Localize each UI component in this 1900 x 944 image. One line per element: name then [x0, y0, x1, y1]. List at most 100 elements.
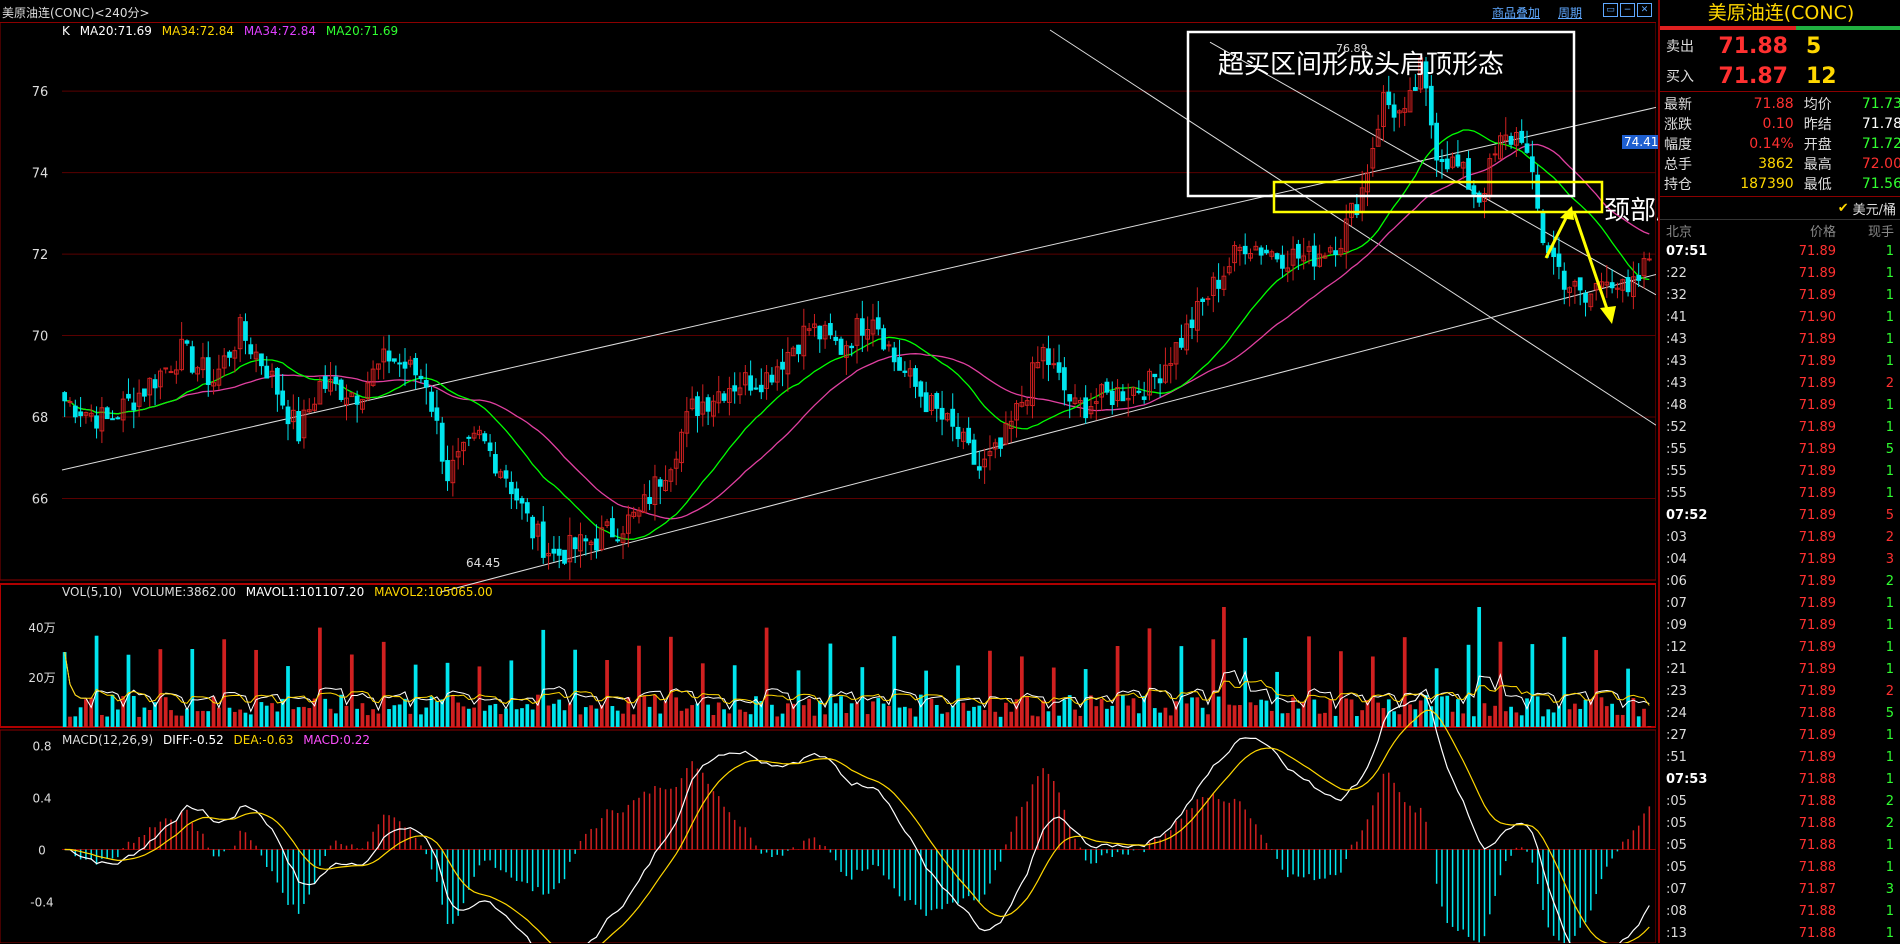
- candle-body: [200, 357, 206, 371]
- candle-body: [1104, 381, 1110, 393]
- candle-body: [1391, 104, 1397, 118]
- candle-body: [987, 451, 993, 457]
- candle-body: [1631, 276, 1636, 298]
- candle-body: [524, 502, 530, 514]
- candle-body: [1413, 87, 1418, 91]
- tick-row: :43 71.89 2: [1660, 372, 1900, 394]
- tick-price: 71.89: [1798, 551, 1836, 567]
- restore-icon[interactable]: ▭: [1603, 3, 1618, 17]
- volume-bar: [1456, 699, 1460, 727]
- tick-volume: 1: [1885, 859, 1894, 875]
- volume-bars: 40万 20万: [28, 607, 1652, 727]
- volume-bar: [408, 713, 413, 727]
- tick-volume: 1: [1885, 353, 1894, 369]
- candle-body: [248, 344, 254, 355]
- volume-bar: [525, 704, 530, 727]
- stat-label: 总手: [1664, 157, 1692, 173]
- candle-body: [1099, 384, 1104, 398]
- volume-bar: [1626, 668, 1630, 727]
- candle-body: [1375, 128, 1381, 147]
- volume-panel-frame: [0, 583, 1656, 728]
- volume-bar: [956, 665, 960, 727]
- candle-body: [306, 409, 312, 413]
- candle-body: [631, 511, 637, 518]
- volume-bar: [1195, 697, 1200, 727]
- candle-body: [838, 338, 844, 355]
- candle-body: [1604, 281, 1610, 286]
- volume-bar: [876, 698, 881, 727]
- unit-row[interactable]: ✔ 美元/桶: [1660, 197, 1900, 220]
- volume-bar: [626, 697, 631, 727]
- tick-price: 71.89: [1798, 243, 1836, 259]
- close-icon[interactable]: ✕: [1637, 3, 1652, 17]
- candle-body: [62, 392, 68, 402]
- macd-panel-frame: [0, 729, 1656, 943]
- volume-bar: [583, 707, 588, 727]
- ticks-list[interactable]: 07:51 71.89 1:22 71.89 1:32 71.89 1:41 71.90 1:4…: [1660, 240, 1900, 944]
- volume-bar: [349, 654, 354, 727]
- candle-body: [423, 380, 429, 388]
- stat-value: 72.00: [1861, 156, 1900, 172]
- vol-legend-mavol1: MAVOL1:101107.20: [245, 585, 365, 599]
- volume-bar: [1349, 699, 1354, 727]
- volume-bar: [780, 713, 785, 727]
- minimize-icon[interactable]: −: [1620, 3, 1635, 17]
- volume-bar: [509, 660, 514, 727]
- volume-bar: [557, 699, 562, 727]
- annotation-overlays: [1186, 30, 1616, 324]
- candle-body: [578, 534, 583, 552]
- volume-bar: [296, 707, 301, 727]
- tick-row: :55 71.89 1: [1660, 460, 1900, 482]
- volume-bar: [1493, 705, 1497, 727]
- candle-body: [259, 353, 264, 367]
- period-link[interactable]: 周期: [1558, 6, 1583, 20]
- candle-body: [1120, 391, 1126, 402]
- volume-bar: [450, 694, 455, 727]
- volume-bar: [823, 714, 827, 727]
- candle-body: [657, 479, 663, 487]
- volume-bar: [1238, 705, 1242, 727]
- volume-bar: [1583, 699, 1588, 727]
- volume-bar: [312, 698, 317, 727]
- volume-bar: [334, 713, 338, 727]
- candle-body: [652, 476, 658, 505]
- candle-body: [870, 319, 876, 335]
- quote-stats: 最新 71.88 均价 71.73 涨跌 0.10 昨结 71.78 幅度 0.14% 开盘 71.7…: [1660, 92, 1900, 197]
- volume-bar: [759, 701, 764, 727]
- volume-bar: [1578, 708, 1583, 727]
- chart-area[interactable]: 76 74 72 70 68 66 40万 20万 0.8 0.4 0 -0.4: [0, 22, 1656, 943]
- candle-body: [1014, 403, 1019, 421]
- volume-bar: [270, 703, 274, 727]
- volume-bar: [222, 639, 227, 727]
- volume-bar: [684, 708, 689, 727]
- overlay-link[interactable]: 商品叠加: [1492, 6, 1541, 20]
- tick-price: 71.88: [1798, 837, 1836, 853]
- candle-body: [806, 328, 812, 331]
- volume-bar: [605, 660, 609, 727]
- candle-body: [535, 523, 541, 537]
- volume-bar: [1360, 710, 1365, 727]
- volume-bar: [217, 707, 221, 727]
- candle-body: [1397, 110, 1402, 114]
- candle-body: [1551, 247, 1556, 258]
- volume-bar: [541, 629, 546, 727]
- volume-bar: [387, 709, 391, 727]
- volume-bar: [988, 650, 992, 727]
- volume-bar: [1339, 651, 1343, 727]
- volume-bar: [1269, 710, 1274, 727]
- candle-body: [88, 412, 94, 417]
- candle-body: [849, 345, 855, 349]
- volume-bar: [424, 707, 429, 727]
- tick-volume: 1: [1885, 331, 1894, 347]
- tick-time: :51: [1666, 749, 1687, 765]
- volume-bar: [1158, 712, 1162, 727]
- volume-bar: [839, 696, 843, 727]
- volume-bar: [254, 649, 258, 727]
- ask-row: 卖出 71.88 5: [1660, 31, 1900, 61]
- candle-body: [790, 347, 796, 357]
- volume-bar: [1312, 699, 1317, 727]
- tick-time: :27: [1666, 727, 1687, 743]
- tick-row: :06 71.89 2: [1660, 570, 1900, 592]
- candle-body: [285, 406, 291, 425]
- volume-bar: [913, 716, 918, 727]
